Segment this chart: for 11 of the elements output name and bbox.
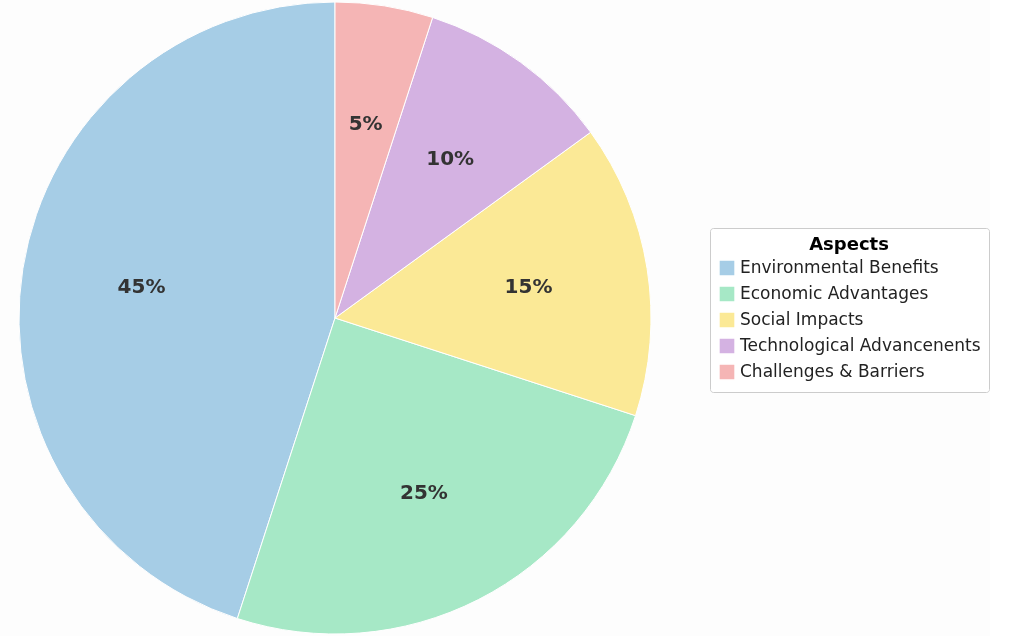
data-label: 5%: [348, 111, 383, 136]
legend-label: Technological Advancenents: [739, 335, 981, 355]
legend-label: Challenges & Barriers: [740, 361, 925, 381]
data-label: 25%: [400, 479, 448, 504]
legend-label: Social Impacts: [740, 309, 864, 329]
data-label: 15%: [504, 274, 553, 299]
legend-label: Environmental Benefits: [740, 257, 939, 277]
data-label: 10%: [426, 146, 475, 171]
legend-title: Aspects: [809, 233, 889, 254]
legend-label: Economic Advantages: [740, 283, 929, 303]
data-label: 45%: [117, 274, 166, 299]
